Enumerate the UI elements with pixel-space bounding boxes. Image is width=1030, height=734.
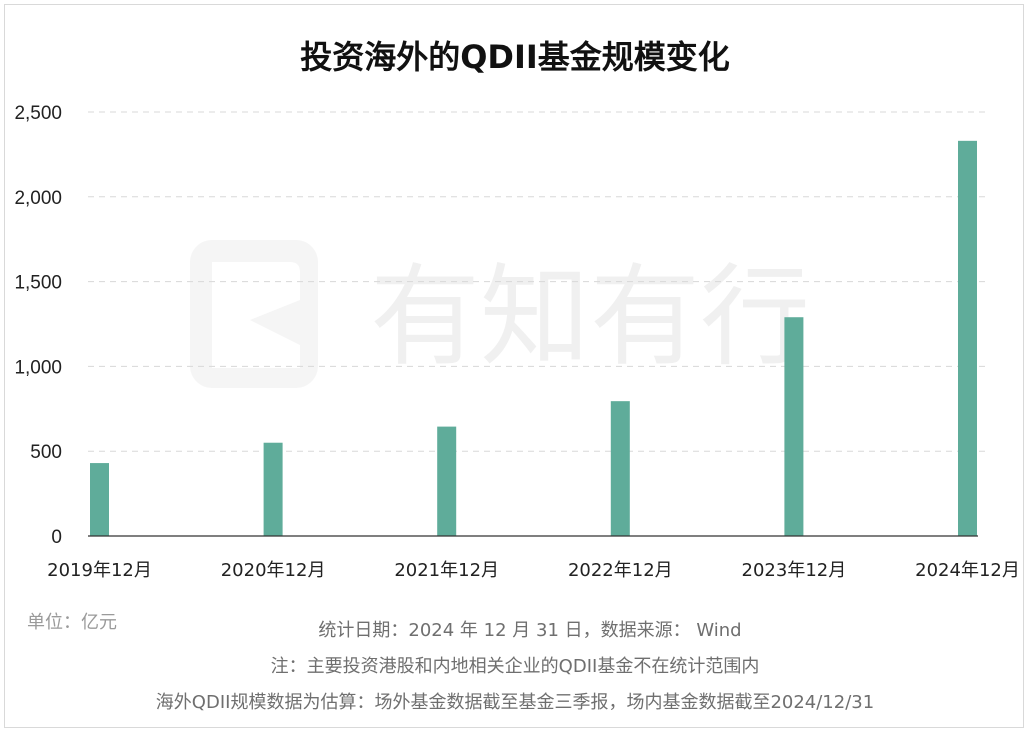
bar	[263, 442, 283, 536]
x-axis-ticks: 2019年12月 2020年12月 2021年12月 2022年12月 2023年12月…	[47, 560, 1020, 581]
note-estimate: 海外QDII规模数据为估算：场外基金数据截至基金三季报，场内基金数据截至2024…	[155, 692, 875, 713]
y-tick-label: 1,000	[14, 357, 62, 378]
x-tick-label: 2021年12月	[394, 560, 499, 581]
x-tick-label: 2020年12月	[221, 560, 326, 581]
x-tick-label: 2024年12月	[915, 560, 1020, 581]
bar	[784, 317, 804, 536]
chart-title: 投资海外的QDII基金规模变化	[300, 38, 730, 76]
watermark-logo: 有知有行	[190, 240, 810, 388]
x-tick-label: 2019年12月	[47, 560, 152, 581]
x-tick-label: 2022年12月	[568, 560, 673, 581]
bar	[90, 463, 109, 536]
bar	[610, 401, 630, 536]
chart-frame	[4, 4, 1024, 728]
y-axis-ticks: 0 500 1,000 1,500 2,000 2,500	[14, 103, 62, 548]
note-date-source: 统计日期：2024 年 12 月 31 日，数据来源： Wind	[318, 620, 742, 641]
y-tick-label: 1,500	[14, 273, 62, 294]
y-tick-label: 0	[51, 527, 62, 548]
gridlines	[88, 111, 988, 452]
y-tick-label: 2,500	[14, 103, 62, 124]
x-tick-label: 2023年12月	[742, 560, 847, 581]
watermark-text: 有知有行	[370, 253, 810, 381]
bars	[90, 140, 977, 536]
bar	[437, 426, 457, 536]
unit-label: 单位：亿元	[27, 612, 117, 633]
y-tick-label: 2,000	[14, 188, 62, 209]
note-scope: 注：主要投资港股和内地相关企业的QDII基金不在统计范围内	[270, 656, 760, 677]
bar	[958, 140, 977, 536]
y-tick-label: 500	[30, 442, 62, 463]
